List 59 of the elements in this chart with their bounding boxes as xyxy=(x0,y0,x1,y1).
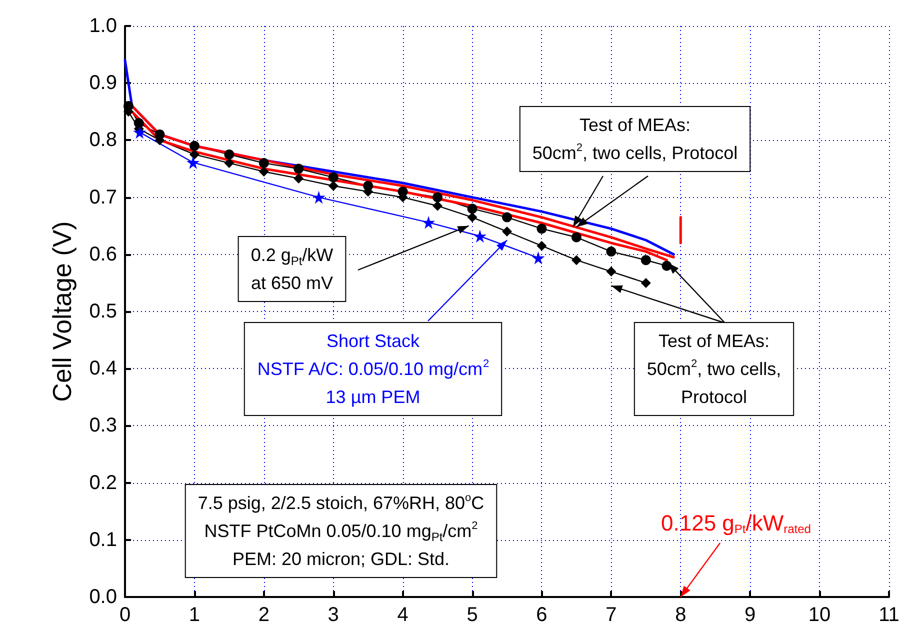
point xyxy=(502,226,512,237)
y-tick-label: 0.4 xyxy=(89,358,117,380)
point xyxy=(294,173,304,184)
y-tick-label: 0.6 xyxy=(89,243,117,266)
point xyxy=(224,158,234,168)
point xyxy=(134,118,144,128)
point xyxy=(123,100,134,111)
point xyxy=(328,180,338,191)
x-tick-label: 0 xyxy=(119,604,131,626)
x-tick-label: 11 xyxy=(878,604,900,626)
x-tick-label: 3 xyxy=(328,604,339,626)
point xyxy=(571,232,582,242)
point xyxy=(467,212,478,222)
x-tick-label: 5 xyxy=(466,604,478,626)
point xyxy=(606,246,616,257)
point xyxy=(536,240,547,251)
point xyxy=(536,224,547,234)
y-tick-label: 0.9 xyxy=(89,72,117,94)
x-tick-label: 6 xyxy=(536,604,548,626)
x-tick-label: 10 xyxy=(808,604,831,626)
point xyxy=(154,129,165,140)
point xyxy=(258,166,269,177)
point xyxy=(189,140,200,151)
y-tick-label: 0.1 xyxy=(89,528,117,551)
point xyxy=(186,156,200,169)
point xyxy=(133,126,146,139)
point xyxy=(432,192,443,202)
y-tick-label: 0.2 xyxy=(89,472,117,494)
point xyxy=(398,186,408,197)
point xyxy=(422,216,436,229)
point xyxy=(432,200,443,211)
point xyxy=(640,278,651,288)
y-tick-label: 0.5 xyxy=(89,300,117,322)
y-tick-label: 0.8 xyxy=(89,129,117,152)
x-tick-label: 9 xyxy=(744,604,756,626)
point xyxy=(502,212,512,222)
y-tick-label: 0.0 xyxy=(89,586,117,608)
y-tick-label: 0.3 xyxy=(89,414,117,437)
point xyxy=(467,204,478,214)
point xyxy=(328,172,338,182)
x-tick-label: 7 xyxy=(606,604,617,626)
x-tick-label: 1 xyxy=(188,604,200,626)
point xyxy=(571,255,582,266)
y-tick-label: 1.0 xyxy=(89,15,117,37)
point xyxy=(224,149,234,160)
x-tick-label: 4 xyxy=(397,604,408,626)
y-axis-title: Cell Voltage (V) xyxy=(47,221,77,402)
point xyxy=(363,180,374,191)
x-tick-label: 8 xyxy=(675,604,686,626)
point xyxy=(473,230,486,243)
point xyxy=(294,164,304,174)
point xyxy=(312,190,326,204)
point xyxy=(532,251,545,264)
y-tick-label: 0.7 xyxy=(89,186,117,208)
point xyxy=(640,255,651,266)
point xyxy=(606,266,616,277)
point xyxy=(258,158,269,168)
point xyxy=(189,149,200,160)
x-tick-label: 2 xyxy=(258,604,270,626)
